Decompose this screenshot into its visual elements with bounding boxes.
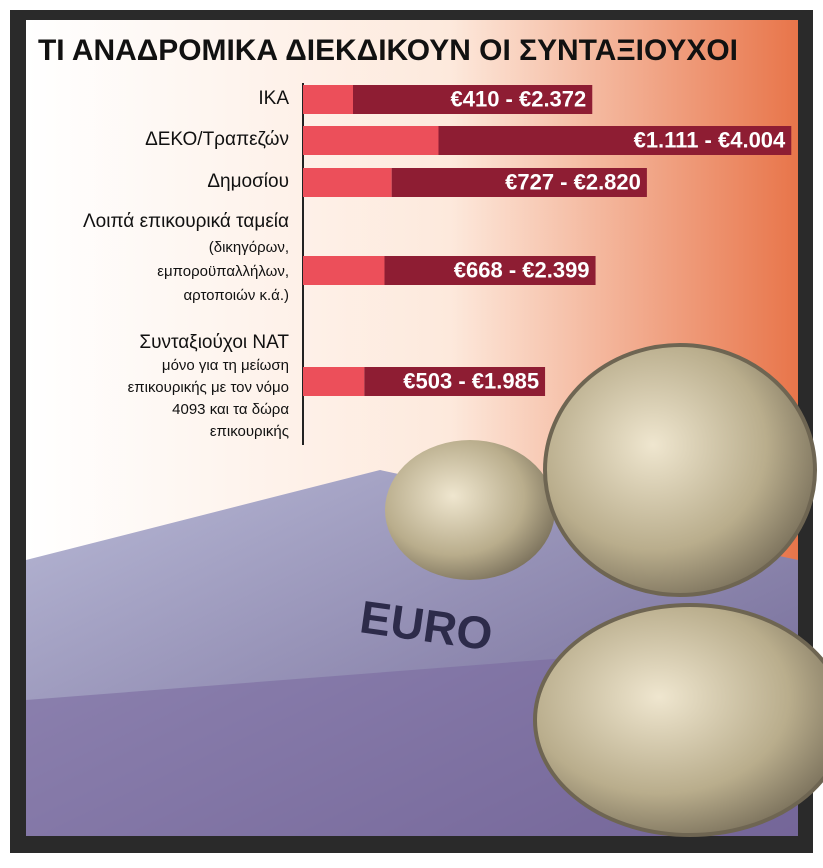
value-label: €668 - €2.399 — [454, 257, 590, 282]
category-label: Δημοσίου — [207, 171, 289, 192]
bar-low — [303, 168, 392, 197]
bar-range — [438, 126, 792, 155]
category-label: ΙΚΑ — [258, 88, 289, 109]
bar-range — [384, 256, 596, 285]
value-label: €1.111 - €4.004 — [634, 127, 786, 152]
value-label: €410 - €2.372 — [450, 86, 586, 111]
bar-low — [303, 367, 365, 396]
bar-range — [364, 367, 546, 396]
category-note: 4093 και τα δώρα — [172, 401, 289, 418]
bar-low — [303, 256, 385, 285]
bar-range — [391, 168, 647, 197]
category-label: Λοιπά επικουρικά ταμεία — [83, 211, 289, 232]
category-note: μόνο για τη μείωση — [162, 357, 289, 374]
coin — [533, 603, 823, 837]
value-label: €727 - €2.820 — [505, 169, 641, 194]
bar-low — [303, 85, 353, 114]
category-note: αρτοποιών κ.ά.) — [183, 287, 289, 304]
category-note: επικουρικής με τον νόμο — [128, 379, 289, 396]
category-label: Συνταξιούχοι ΝΑΤ — [139, 332, 289, 353]
category-label: ΔΕΚΟ/Τραπεζών — [145, 129, 289, 150]
coin — [385, 440, 555, 580]
photo: EURO — [26, 343, 823, 837]
category-note: (δικηγόρων, — [209, 239, 289, 256]
value-label: €503 - €1.985 — [403, 368, 539, 393]
chart-title: ΤΙ ΑΝΑΔΡΟΜΙΚΑ ΔΙΕΚΔΙΚΟΥΝ ΟΙ ΣΥΝΤΑΞΙΟΥΧΟΙ — [38, 34, 738, 67]
category-note: εμποροϋπαλλήλων, — [157, 263, 289, 280]
bar-range — [353, 85, 593, 114]
bar-low — [303, 126, 439, 155]
coin — [543, 343, 817, 597]
category-note: επικουρικής — [210, 423, 289, 440]
